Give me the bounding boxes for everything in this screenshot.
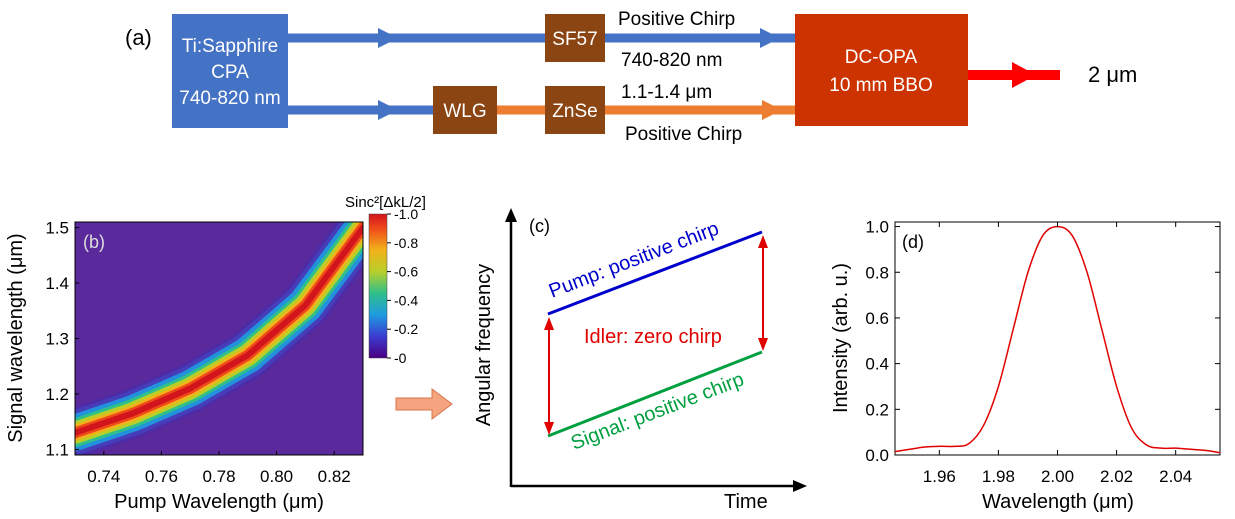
idler-text: Idler: zero chirp (584, 326, 722, 348)
colorbar-title: Sinc²[ΔkL/2] (345, 194, 426, 211)
colorbar-tick-label: -0.4 (394, 292, 418, 308)
panel-a: (a) Ti:Sapphire CPA 740-820 nm SF57 (125, 9, 1137, 145)
ti-sapphire-box (172, 14, 288, 128)
pump-line (547, 230, 763, 316)
b-ytick-label: 1.3 (45, 330, 69, 349)
b-xtick-label: 0.82 (318, 467, 351, 486)
b-xtick-label: 0.74 (87, 467, 120, 486)
panel-c-label: (c) (529, 216, 550, 236)
idler-arrow-left (544, 317, 554, 435)
dc-opa-box (795, 14, 968, 126)
d-xtick-label: 2.04 (1159, 467, 1192, 486)
panel-d-ylabel: Intensity (arb. u.) (830, 263, 852, 413)
sf57-label: SF57 (552, 29, 597, 50)
source-line-3: 740-820 nm (179, 88, 280, 109)
wlg-label: WLG (443, 101, 486, 122)
colorbar-tick-label: -1.0 (394, 206, 418, 222)
znse-box (545, 86, 605, 134)
panel-c-xlabel: Time (724, 491, 768, 513)
panel-d-frame (894, 221, 1221, 456)
sf57-box (545, 14, 605, 62)
d-ytick-label: 0.8 (865, 263, 889, 282)
output-arrow (968, 62, 1060, 88)
pump-text: Pump: positive chirp (546, 218, 722, 303)
top-chirp-label: Positive Chirp (618, 9, 735, 30)
d-ytick-label: 1.0 (865, 218, 889, 237)
b-ytick-label: 1.5 (45, 219, 69, 238)
d-ytick-label: 0.0 (865, 446, 889, 465)
d-xtick-label: 1.98 (982, 467, 1015, 486)
d-xtick-label: 2.00 (1041, 467, 1074, 486)
source-line-2: CPA (211, 62, 249, 83)
colorbar-tick-label: -0.8 (394, 235, 418, 251)
panel-d-label: (d) (902, 232, 924, 252)
bottom-wavelength-label: 1.1-1.4 μm (621, 82, 712, 103)
panel-c-ylabel: Angular frequency (473, 264, 495, 426)
panel-b-label: (b) (83, 232, 105, 252)
b-xtick-label: 0.80 (260, 467, 293, 486)
d-ytick-label: 0.2 (865, 400, 889, 419)
bottom-beam-arrow (288, 100, 795, 120)
output-label: 2 μm (1088, 62, 1137, 87)
top-beam-arrow (288, 28, 795, 48)
b-xtick-label: 0.78 (202, 467, 235, 486)
source-line-1: Ti:Sapphire (182, 36, 278, 57)
d-xtick-label: 1.96 (923, 467, 956, 486)
panel-b: 0.74 0.76 0.78 0.80 0.821.51.41.31.21.1 (b) … (5, 194, 426, 513)
wlg-box (433, 86, 497, 134)
colorbar-tick-label: -0.6 (394, 264, 418, 280)
panel-d: 1.96 1.98 2.00 2.02 2.04 1.0 0.8 0.6 0.4 0.2 0.0 (… (830, 218, 1221, 513)
opa-line-2: 10 mm BBO (829, 75, 932, 96)
ridge-band-7 (75, 224, 363, 436)
panel-b-xlabel: Pump Wavelength (μm) (114, 491, 324, 513)
panel-c: (c) Pump: positive chirp Idler: zero chi… (473, 208, 807, 513)
signal-line (547, 350, 763, 438)
b-ytick-label: 1.2 (45, 385, 69, 404)
signal-text: Signal: positive chirp (568, 368, 747, 454)
d-ytick-label: 0.4 (865, 355, 889, 374)
b-xtick-label: 0.76 (145, 467, 178, 486)
colorbar (368, 213, 388, 359)
transition-arrow (395, 388, 453, 420)
znse-label: ZnSe (552, 101, 597, 122)
colorbar-tick-label: -0 (394, 350, 407, 366)
top-wavelength-label: 740-820 nm (621, 50, 722, 71)
b-ytick-label: 1.4 (45, 274, 69, 293)
panel-d-xlabel: Wavelength (μm) (982, 491, 1134, 513)
c-y-axis-arrowhead (505, 208, 517, 222)
heatmap-area (75, 222, 363, 455)
idler-arrow-right (758, 235, 768, 351)
panel-b-ylabel: Signal wavelength (μm) (5, 233, 27, 442)
bottom-chirp-label: Positive Chirp (625, 124, 742, 145)
d-xtick-label: 2.02 (1100, 467, 1133, 486)
d-ytick-label: 0.6 (865, 309, 889, 328)
opa-line-1: DC-OPA (845, 47, 918, 68)
b-ytick-label: 1.1 (45, 440, 69, 459)
colorbar-tick-label: -0.2 (394, 321, 418, 337)
panel-a-label: (a) (125, 25, 152, 50)
c-x-axis-arrowhead (793, 480, 807, 492)
